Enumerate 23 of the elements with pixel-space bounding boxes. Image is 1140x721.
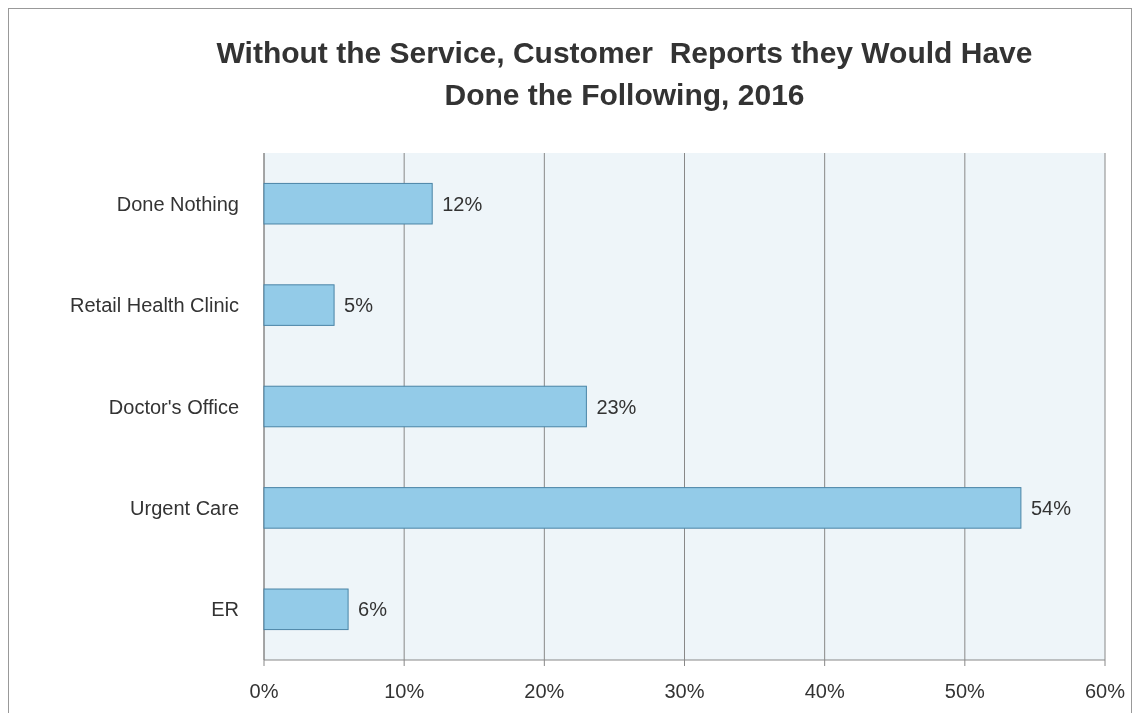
bar [263, 182, 433, 225]
y-tick-label: Doctor's Office [108, 395, 239, 418]
data-label: 5% [344, 294, 374, 317]
y-tick-label: Retail Health Clinic [70, 294, 239, 317]
x-tick-label: 40% [804, 680, 845, 702]
x-tick-label: 10% [384, 680, 425, 702]
bar [263, 588, 349, 631]
y-tick-label: Urgent Care [130, 496, 239, 519]
y-tick-label: Done Nothing [116, 192, 239, 215]
bar [263, 284, 335, 326]
data-label: 12% [442, 192, 483, 215]
bar [263, 385, 587, 428]
data-label: 54% [1030, 496, 1072, 519]
chart-title: Without the Service, Customer Reports they Would Have Done the Following, 2016 [216, 36, 1033, 111]
bar [263, 487, 1022, 529]
x-tick-label: 20% [524, 680, 565, 702]
data-label: 23% [596, 395, 637, 418]
y-tick-label: ER [211, 598, 239, 621]
x-tick-label: 0% [249, 680, 279, 702]
data-label: 6% [358, 598, 388, 621]
x-tick-label: 50% [944, 680, 986, 702]
x-tick-label: 30% [664, 680, 705, 702]
x-tick-label: 60% [1084, 680, 1126, 702]
